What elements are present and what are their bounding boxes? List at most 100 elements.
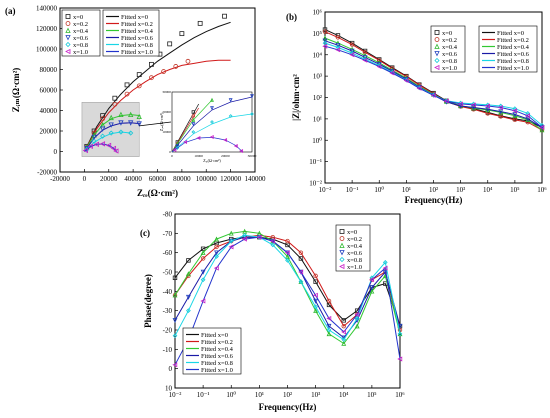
data-point	[270, 238, 275, 244]
x-tick-label: 10⁶	[537, 186, 547, 194]
data-point	[213, 265, 219, 271]
x-tick-label: 10⁻¹	[346, 186, 359, 194]
legend-label: x=0.4	[442, 44, 458, 51]
data-point	[326, 315, 332, 321]
legend-markers-box	[430, 25, 466, 73]
legend-label: x=0.8	[73, 42, 88, 49]
legend-label: Fitted x=1.0	[201, 367, 233, 374]
y-tick-label: 60000	[40, 87, 58, 95]
data-point	[335, 35, 341, 40]
legend-marker	[65, 14, 71, 19]
y-tick-label: 10⁻²	[309, 180, 322, 188]
legend-marker	[339, 256, 345, 263]
data-point	[112, 95, 118, 101]
y-tick-label: -60	[163, 249, 173, 257]
legend-label: Fitted x=0.8	[121, 42, 153, 49]
data-point	[149, 75, 154, 81]
data-point	[341, 340, 347, 346]
x-tick-label: 40000	[124, 175, 142, 183]
legend-label: x=0.2	[347, 236, 362, 243]
data-point	[369, 277, 375, 283]
x-tick-label: 80000	[173, 175, 191, 183]
data-point	[197, 20, 203, 26]
data-point	[222, 13, 227, 19]
y-axis-label: Phase(degree)	[143, 274, 153, 328]
legend-label: x=0.6	[347, 250, 363, 257]
data-point	[326, 327, 332, 333]
data-point	[322, 35, 328, 41]
data-point	[113, 148, 119, 154]
inset-series-x=0.6	[171, 94, 254, 153]
inset-fit-line	[171, 113, 253, 153]
data-point	[397, 331, 403, 337]
legend-label: x=0.4	[73, 28, 89, 35]
data-point	[322, 27, 328, 32]
data-point	[470, 102, 476, 108]
x-tick-label: 10⁰	[374, 186, 384, 194]
data-point	[91, 138, 97, 144]
x-tick-label: 10⁻¹	[197, 391, 210, 399]
y-tick-label: 0	[169, 365, 173, 373]
data-point	[497, 105, 503, 110]
legend-label: x=0.6	[73, 35, 89, 42]
inset-data-point	[191, 110, 196, 114]
data-point	[214, 250, 219, 256]
legend-label: Fitted x=0.8	[201, 360, 233, 367]
data-point	[539, 124, 545, 130]
data-point	[200, 256, 206, 261]
fit-line	[83, 59, 231, 152]
data-point	[214, 236, 219, 242]
data-point	[200, 249, 206, 255]
data-point	[416, 85, 422, 91]
data-point	[341, 329, 346, 335]
data-point	[179, 31, 185, 37]
legend-label: x=0.2	[442, 37, 457, 44]
series-x=1.0	[172, 234, 403, 368]
data-point	[341, 337, 347, 343]
legend-marker	[434, 64, 440, 71]
y-tick-label: 10	[165, 385, 173, 393]
inset-data-point	[191, 114, 196, 118]
data-point	[112, 101, 118, 107]
y-tick-label: -10	[163, 346, 173, 354]
legend-marker	[65, 35, 71, 41]
legend-label: Fitted x=0.6	[121, 35, 154, 42]
inset-series-x=1.0	[171, 135, 244, 153]
data-point	[87, 143, 93, 150]
data-point	[128, 111, 134, 117]
y-axis-label: |Z|/ohm·cm²	[291, 74, 301, 121]
x-tick-label: 20000	[100, 175, 118, 183]
data-point	[228, 230, 234, 236]
panel-label: (c)	[140, 228, 150, 238]
panel-label: (a)	[5, 6, 16, 16]
x-tick-label: 10²	[429, 186, 438, 194]
data-point	[100, 133, 106, 139]
inset-fit-line	[171, 99, 213, 153]
legend-marker	[339, 236, 345, 241]
inset-data-point	[191, 117, 196, 122]
data-point	[298, 256, 304, 261]
y-tick-label: 10³	[313, 73, 322, 81]
x-tick-label: 140000	[245, 175, 267, 183]
data-point	[242, 232, 248, 238]
data-point	[326, 323, 332, 329]
inset-data-point	[191, 122, 196, 127]
data-point	[457, 101, 463, 107]
fit-line	[84, 143, 118, 152]
legend-label: Fitted x=1.0	[497, 65, 529, 72]
legend-label: x=0.2	[73, 21, 88, 28]
y-tick-label: -20000	[37, 169, 57, 177]
data-point	[256, 234, 262, 240]
x-tick-label: 10³	[456, 186, 465, 194]
x-tick-label: 10⁰	[226, 391, 236, 399]
data-point	[298, 269, 304, 275]
data-point	[118, 120, 124, 126]
series-x=1.0	[82, 141, 119, 154]
data-point	[539, 125, 545, 131]
data-point	[335, 42, 341, 48]
data-point	[200, 298, 206, 304]
x-tick-label: 10⁵	[367, 391, 377, 399]
inset-x-tick-label: 0	[171, 154, 173, 158]
data-point	[313, 307, 319, 313]
